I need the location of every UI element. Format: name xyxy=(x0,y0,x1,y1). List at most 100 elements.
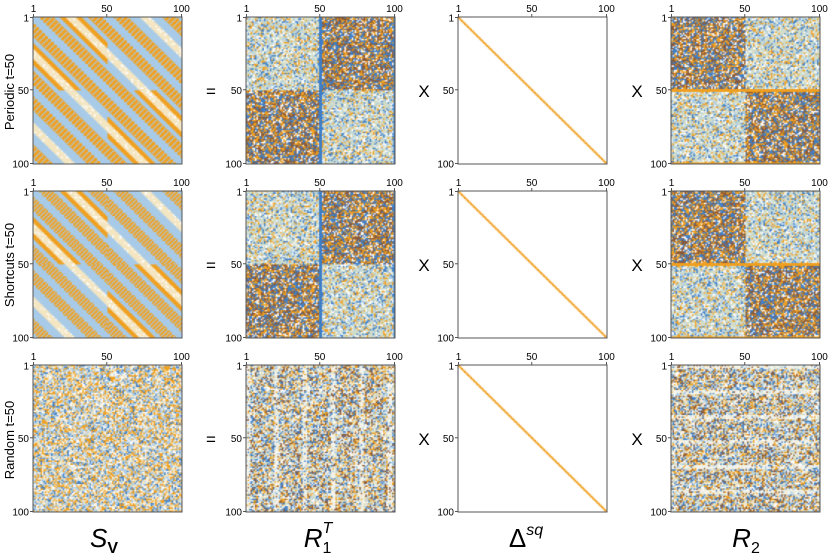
panel-frame xyxy=(32,190,183,339)
y-tick-label: 1 xyxy=(23,188,29,199)
y-tick-label: 100 xyxy=(225,160,242,171)
matrix-heatmap-r1-c4 xyxy=(671,17,820,164)
column-label-r2-sub: 2 xyxy=(751,540,760,557)
column-label-r1t: R1 T xyxy=(304,520,334,557)
x-tick-label: 1 xyxy=(31,352,37,363)
panel-frame xyxy=(245,190,396,339)
y-tick-label: 50 xyxy=(231,434,243,445)
column-label-delta-sq: Δsq xyxy=(509,522,543,553)
column-label-sv-sub: V xyxy=(107,540,118,557)
y-tick-label: 50 xyxy=(443,86,455,97)
y-tick-label: 1 xyxy=(661,188,667,199)
matrix-panel-r3-c4: 11 50 50 100 100 xyxy=(650,352,828,519)
panel-frame xyxy=(670,364,821,513)
matrix-panel-r1-c2: 11 50 50 100 100 xyxy=(225,4,403,171)
times-sign-row2-a: X xyxy=(418,256,429,275)
matrix-panel-r1-c4: 11 50 50 100 100 xyxy=(650,4,828,171)
y-tick-label: 1 xyxy=(236,14,242,25)
x-tick-label: 50 xyxy=(739,352,751,363)
equals-sign-row2: = xyxy=(206,256,216,275)
y-tick-label: 50 xyxy=(18,86,30,97)
column-label-r2: R2 xyxy=(732,523,760,557)
x-tick-label: 100 xyxy=(811,352,828,363)
x-tick-label: 50 xyxy=(101,4,113,15)
matrix-heatmap-r3-c3 xyxy=(458,365,607,512)
matrix-panel-r2-c3: 11 50 50 100 100 xyxy=(437,178,615,345)
y-tick-label: 50 xyxy=(18,434,30,445)
matrix-panel-r3-c1: 11 50 50 100 100 xyxy=(12,352,190,519)
matrix-panel-r1-c1: 11 50 50 100 100 xyxy=(12,4,190,171)
y-tick-label: 50 xyxy=(656,86,668,97)
x-tick-label: 1 xyxy=(456,4,462,15)
matrix-heatmap-r3-c1 xyxy=(33,365,182,512)
y-tick-label: 1 xyxy=(661,362,667,373)
y-tick-label: 1 xyxy=(448,188,454,199)
x-tick-label: 100 xyxy=(173,4,190,15)
y-tick-label: 100 xyxy=(225,334,242,345)
x-tick-label: 50 xyxy=(101,352,113,363)
x-tick-label: 1 xyxy=(669,178,675,189)
panel-frame xyxy=(457,364,608,513)
y-tick-label: 100 xyxy=(650,334,667,345)
y-tick-label: 50 xyxy=(443,260,455,271)
matrix-heatmap-r1-c1 xyxy=(33,17,182,164)
y-tick-label: 50 xyxy=(231,86,243,97)
x-tick-label: 1 xyxy=(244,352,250,363)
panel-frame xyxy=(457,190,608,339)
equals-sign-row3: = xyxy=(206,430,216,449)
matrix-heatmap-r2-c2 xyxy=(246,191,395,338)
matrix-heatmap-r2-c4 xyxy=(671,191,820,338)
matrix-heatmap-r1-c3 xyxy=(458,17,607,164)
y-tick-label: 1 xyxy=(448,14,454,25)
y-tick-label: 50 xyxy=(443,434,455,445)
x-tick-label: 100 xyxy=(811,4,828,15)
y-tick-label: 100 xyxy=(437,508,454,519)
times-sign-row3-b: X xyxy=(631,430,642,449)
y-tick-label: 100 xyxy=(650,160,667,171)
row-label-periodic: Periodic t=50 xyxy=(2,54,17,130)
matrix-heatmap-r3-c4 xyxy=(671,365,820,512)
times-sign-row1-b: X xyxy=(631,82,642,101)
x-tick-label: 1 xyxy=(31,4,37,15)
y-tick-label: 50 xyxy=(656,434,668,445)
x-tick-label: 50 xyxy=(314,4,326,15)
matrix-heatmap-r2-c3 xyxy=(458,191,607,338)
matrix-panels: 1150501001001150501001001150501001001150… xyxy=(12,4,828,519)
x-tick-label: 1 xyxy=(244,4,250,15)
matrix-panel-r3-c2: 11 50 50 100 100 xyxy=(225,352,403,519)
panel-frame xyxy=(32,16,183,165)
x-tick-label: 50 xyxy=(526,178,538,189)
x-tick-label: 1 xyxy=(456,352,462,363)
times-sign-row1-a: X xyxy=(418,82,429,101)
times-sign-row3-a: X xyxy=(418,430,429,449)
y-tick-label: 1 xyxy=(236,188,242,199)
x-tick-label: 100 xyxy=(598,352,615,363)
x-tick-label: 1 xyxy=(669,4,675,15)
x-tick-label: 1 xyxy=(31,178,37,189)
panel-frame xyxy=(670,190,821,339)
matrix-panel-r3-c3: 11 50 50 100 100 xyxy=(437,352,615,519)
x-tick-label: 1 xyxy=(456,178,462,189)
matrix-panel-r2-c4: 11 50 50 100 100 xyxy=(650,178,828,345)
x-tick-label: 100 xyxy=(386,4,403,15)
y-tick-label: 100 xyxy=(12,160,29,171)
y-tick-label: 100 xyxy=(12,508,29,519)
y-tick-label: 50 xyxy=(231,260,243,271)
y-tick-label: 100 xyxy=(225,508,242,519)
times-sign-row2-b: X xyxy=(631,256,642,275)
column-label-delta-main: Δ xyxy=(509,523,526,553)
panel-frame xyxy=(245,364,396,513)
x-tick-label: 100 xyxy=(598,178,615,189)
y-tick-label: 1 xyxy=(23,14,29,25)
x-tick-label: 1 xyxy=(669,352,675,363)
y-tick-label: 50 xyxy=(18,260,30,271)
x-tick-label: 100 xyxy=(173,352,190,363)
column-label-delta-sup: sq xyxy=(526,522,543,539)
x-tick-label: 50 xyxy=(314,178,326,189)
panel-frame xyxy=(32,364,183,513)
y-tick-label: 50 xyxy=(656,260,668,271)
matrix-heatmap-r3-c2 xyxy=(246,365,395,512)
matrix-heatmap-r2-c1 xyxy=(33,191,182,338)
y-tick-label: 1 xyxy=(661,14,667,25)
